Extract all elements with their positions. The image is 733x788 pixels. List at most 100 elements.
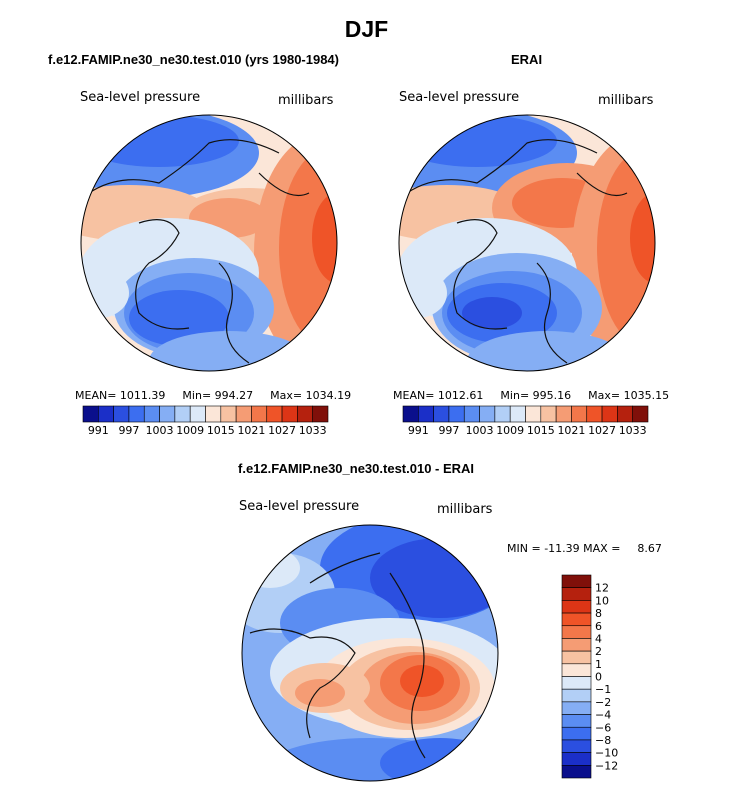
panel-1-max-value: 1034.19 xyxy=(305,389,352,402)
panel-3-colorbar-swatch xyxy=(561,638,592,652)
panel-2-colorbar-swatch xyxy=(617,405,633,423)
panel-3-colorbar-swatch xyxy=(561,574,592,588)
panel-3-max-value: 8.67 xyxy=(637,542,662,555)
panel-1-colorbar-swatch xyxy=(143,405,160,423)
panel-3-colorbar-tick-label: −6 xyxy=(595,721,611,734)
panel-1-colorbar-swatch xyxy=(113,405,130,423)
panel-3-min-value: -11.39 xyxy=(544,542,580,555)
panel-3-colorbar-tick-label: −8 xyxy=(595,734,611,747)
panel-2-colorbar-tick-label: 991 xyxy=(408,424,429,437)
panel-3-colorbar-tick-label: −12 xyxy=(595,759,618,772)
panel-1-colorbar-swatch xyxy=(128,405,145,423)
panel-1-stats: MEAN= 1011.39 Min= 994.27 Max= 1034.19 xyxy=(75,389,351,402)
panel-3-colorbar-tick-label: −1 xyxy=(595,683,611,696)
panel-2-stats: MEAN= 1012.61 Min= 995.16 Max= 1035.15 xyxy=(393,389,669,402)
panel-2-colorbar-swatch xyxy=(509,405,526,423)
panel-1-colorbar-swatch xyxy=(98,405,114,423)
panel-3-colorbar-tick-label: −10 xyxy=(595,747,618,760)
panel-3-min-label: MIN = xyxy=(507,542,541,555)
panel-3-colorbar-tick-label: 8 xyxy=(595,607,602,620)
panel-2-colorbar-swatch xyxy=(463,405,480,423)
panel-1-colorbar: 991 997 1003 1009 1015 1021 1027 1033 xyxy=(82,405,329,437)
panel-3-colorbar-tick-label: 10 xyxy=(595,594,609,607)
panel-2-colorbar-tick-label: 1003 xyxy=(466,424,494,437)
panel-2-polar-map xyxy=(398,114,656,372)
panel-1-colorbar-swatch xyxy=(189,405,206,423)
panel-1-colorbar-swatch xyxy=(235,405,252,423)
panel-1-min-label: Min= xyxy=(182,389,212,402)
panel-1-colorbar-swatch xyxy=(82,405,99,423)
panel-2-colorbar-swatch xyxy=(525,405,542,423)
panel-1-title: f.e12.FAMIP.ne30_ne30.test.010 (yrs 1980… xyxy=(48,52,339,67)
panel-2-colorbar-swatch xyxy=(402,405,419,423)
panel-2-colorbar-swatch xyxy=(540,405,557,423)
panel-1-mean-value: 1011.39 xyxy=(119,389,166,402)
panel-3-colorbar-swatch xyxy=(561,752,592,766)
panel-1-colorbar-tick-label: 1015 xyxy=(207,424,235,437)
panel-2-min-value: 995.16 xyxy=(532,389,572,402)
panel-3-colorbar-swatch xyxy=(561,587,592,601)
panel-2-colorbar-swatch xyxy=(571,405,588,423)
panel-2-units-label: millibars xyxy=(598,93,654,108)
panel-2-title: ERAI xyxy=(511,52,543,67)
panel-2-colorbar-swatch xyxy=(555,405,572,423)
panel-2-colorbar-tick-label: 1027 xyxy=(588,424,616,437)
panel-2-colorbar-swatch xyxy=(433,405,450,423)
panel-3-colorbar-swatch xyxy=(561,625,592,639)
panel-3-colorbar-swatch xyxy=(561,765,592,779)
panel-1-mean-label: MEAN= xyxy=(75,389,117,402)
panel-1-units-label: millibars xyxy=(278,93,334,108)
panel-3-colorbar-tick-label: 1 xyxy=(595,658,602,671)
panel-3-units-label: millibars xyxy=(437,502,493,517)
panel-3-colorbar-tick-label: 2 xyxy=(595,645,602,658)
panel-3-colorbar-swatch xyxy=(561,739,592,753)
panel-2-colorbar: 991 997 1003 1009 1015 1021 1027 1033 xyxy=(402,405,649,437)
panel-1-colorbar-swatch xyxy=(220,405,237,423)
panel-1-max-label: Max= xyxy=(270,389,303,402)
panel-2-colorbar-tick-label: 1009 xyxy=(496,424,524,437)
panel-1-colorbar-tick-label: 1033 xyxy=(299,424,327,437)
panel-3-colorbar-swatch xyxy=(561,676,592,690)
panel-3-colorbar-tick-label: 6 xyxy=(595,620,602,633)
panel-2-colorbar-tick-label: 997 xyxy=(438,424,459,437)
panel-2-variable-label: Sea-level pressure xyxy=(399,90,520,105)
panel-2-colorbar-swatch xyxy=(601,405,618,423)
panel-3-variable-label: Sea-level pressure xyxy=(239,499,360,514)
panel-1-colorbar-tick-label: 997 xyxy=(118,424,139,437)
panel-2-colorbar-tick-label: 1033 xyxy=(619,424,647,437)
panel-2-min-label: Min= xyxy=(500,389,530,402)
panel-2-max-label: Max= xyxy=(588,389,621,402)
panel-1-colorbar-swatch xyxy=(251,405,268,423)
panel-1-colorbar-swatch xyxy=(281,405,298,423)
panel-2-colorbar-swatch xyxy=(479,405,496,423)
panel-3-colorbar-tick-label: −2 xyxy=(595,696,611,709)
panel-2-max-value: 1035.15 xyxy=(623,389,670,402)
panel-1-min-value: 994.27 xyxy=(214,389,254,402)
panel-3-colorbar-tick-label: −4 xyxy=(595,709,611,722)
panel-3-colorbar-tick-label: 0 xyxy=(595,671,602,684)
page-title: DJF xyxy=(344,16,389,42)
panel-2-colorbar-tick-label: 1021 xyxy=(557,424,585,437)
panel-3-colorbar-swatch xyxy=(561,714,592,728)
panel-1-variable-label: Sea-level pressure xyxy=(80,90,201,105)
panel-3-colorbar-swatch xyxy=(561,600,592,614)
panel-1-colorbar-swatch xyxy=(312,405,329,423)
panel-3-stats: MIN = -11.39 MAX = 8.67 xyxy=(507,542,662,555)
panel-1-colorbar-swatch xyxy=(159,405,176,423)
panel-1-colorbar-tick-label: 1021 xyxy=(237,424,265,437)
panel-2-mean-label: MEAN= xyxy=(393,389,435,402)
panel-1-colorbar-swatch xyxy=(297,405,313,423)
panel-3-colorbar-swatch xyxy=(561,701,592,715)
panel-2-colorbar-swatch xyxy=(418,405,434,423)
panel-1-colorbar-tick-label: 1003 xyxy=(146,424,174,437)
panel-3-colorbar-swatch xyxy=(561,650,592,665)
panel-1-colorbar-swatch xyxy=(205,405,222,423)
panel-1-colorbar-swatch xyxy=(266,405,283,423)
panel-2-colorbar-swatch xyxy=(448,405,465,423)
panel-3-colorbar-swatch xyxy=(561,612,592,627)
panel-1-colorbar-swatch xyxy=(174,405,191,423)
panel-1-polar-map xyxy=(80,114,338,372)
panel-1-colorbar-tick-label: 1027 xyxy=(268,424,296,437)
panel-3-colorbar-swatch xyxy=(561,663,592,677)
panel-3-polar-map xyxy=(241,524,499,782)
